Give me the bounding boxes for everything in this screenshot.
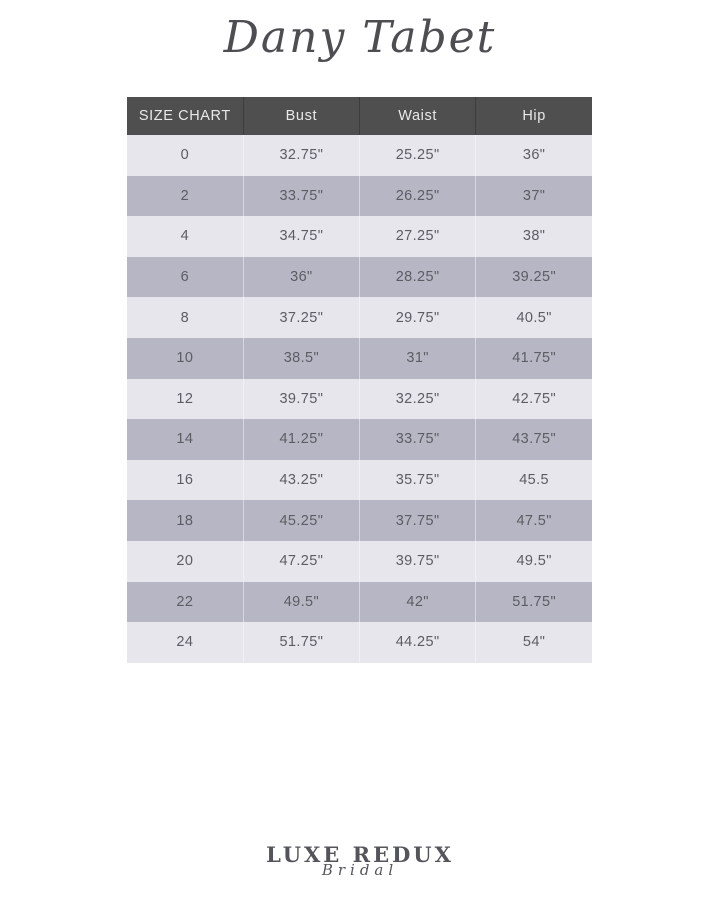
waist-cell: 42" — [358, 581, 476, 623]
column-header-hip: Hip — [475, 97, 592, 135]
bust-cell: 43.25" — [242, 459, 360, 501]
waist-cell: 39.75" — [358, 540, 476, 582]
table-row: 14 41.25" 33.75" 43.75" — [127, 419, 592, 460]
hip-cell: 45.5 — [475, 459, 592, 501]
hip-cell: 40.5" — [475, 297, 592, 338]
waist-cell: 28.25" — [358, 256, 476, 298]
hip-cell: 49.5" — [475, 540, 592, 582]
size-cell: 14 — [127, 419, 244, 460]
size-cell: 24 — [127, 622, 244, 663]
hip-cell: 41.75" — [475, 337, 592, 379]
bust-cell: 49.5" — [242, 581, 360, 623]
table-row: 12 39.75" 32.25" 42.75" — [127, 378, 592, 420]
bust-cell: 45.25" — [242, 500, 360, 541]
waist-cell: 26.25" — [358, 175, 476, 217]
size-cell: 0 — [127, 135, 244, 176]
waist-cell: 31" — [358, 337, 476, 379]
table-row: 20 47.25" 39.75" 49.5" — [127, 540, 592, 582]
footer-logo: LUXE REDUX Bridal — [0, 843, 720, 879]
size-cell: 18 — [127, 500, 244, 541]
bust-cell: 37.25" — [242, 297, 360, 338]
size-cell: 2 — [127, 175, 244, 217]
bust-cell: 39.75" — [242, 378, 360, 420]
bust-cell: 36" — [242, 256, 360, 298]
hip-cell: 39.25" — [475, 256, 592, 298]
hip-cell: 54" — [475, 622, 592, 663]
table-row: 2 33.75" 26.25" 37" — [127, 175, 592, 217]
table-row: 10 38.5" 31" 41.75" — [127, 337, 592, 379]
table-row: 6 36" 28.25" 39.25" — [127, 256, 592, 298]
size-chart-header-row: SIZE CHART Bust Waist Hip — [127, 97, 592, 135]
table-row: 24 51.75" 44.25" 54" — [127, 622, 592, 663]
brand-title: Dany Tabet — [223, 12, 497, 63]
table-row: 8 37.25" 29.75" 40.5" — [127, 297, 592, 338]
bust-cell: 51.75" — [242, 622, 360, 663]
hip-cell: 43.75" — [475, 419, 592, 460]
size-cell: 12 — [127, 378, 244, 420]
size-chart-table: SIZE CHART Bust Waist Hip 0 32.75" 25.25… — [127, 97, 592, 663]
waist-cell: 35.75" — [358, 459, 476, 501]
waist-cell: 32.25" — [358, 378, 476, 420]
waist-cell: 29.75" — [358, 297, 476, 338]
table-row: 22 49.5" 42" 51.75" — [127, 581, 592, 623]
footer-logo-secondary: Bridal — [321, 861, 399, 880]
hip-cell: 37" — [475, 175, 592, 217]
table-row: 16 43.25" 35.75" 45.5 — [127, 459, 592, 501]
size-cell: 16 — [127, 459, 244, 501]
hip-cell: 42.75" — [475, 378, 592, 420]
bust-cell: 33.75" — [242, 175, 360, 217]
waist-cell: 37.75" — [358, 500, 476, 541]
hip-cell: 51.75" — [475, 581, 592, 623]
size-cell: 6 — [127, 256, 244, 298]
waist-cell: 33.75" — [358, 419, 476, 460]
bust-cell: 47.25" — [242, 540, 360, 582]
waist-cell: 25.25" — [358, 135, 476, 176]
bust-cell: 32.75" — [242, 135, 360, 176]
size-cell: 22 — [127, 581, 244, 623]
size-cell: 20 — [127, 540, 244, 582]
hip-cell: 47.5" — [475, 500, 592, 541]
table-row: 18 45.25" 37.75" 47.5" — [127, 500, 592, 541]
size-cell: 4 — [127, 216, 244, 257]
table-row: 4 34.75" 27.25" 38" — [127, 216, 592, 257]
bust-cell: 41.25" — [242, 419, 360, 460]
column-header-size: SIZE CHART — [127, 97, 244, 135]
table-row: 0 32.75" 25.25" 36" — [127, 135, 592, 176]
bust-cell: 34.75" — [242, 216, 360, 257]
waist-cell: 44.25" — [358, 622, 476, 663]
size-cell: 10 — [127, 337, 244, 379]
bust-cell: 38.5" — [242, 337, 360, 379]
hip-cell: 38" — [475, 216, 592, 257]
column-header-bust: Bust — [242, 97, 360, 135]
size-cell: 8 — [127, 297, 244, 338]
hip-cell: 36" — [475, 135, 592, 176]
footer-logo-primary: LUXE REDUX — [266, 842, 454, 867]
column-header-waist: Waist — [358, 97, 476, 135]
waist-cell: 27.25" — [358, 216, 476, 257]
